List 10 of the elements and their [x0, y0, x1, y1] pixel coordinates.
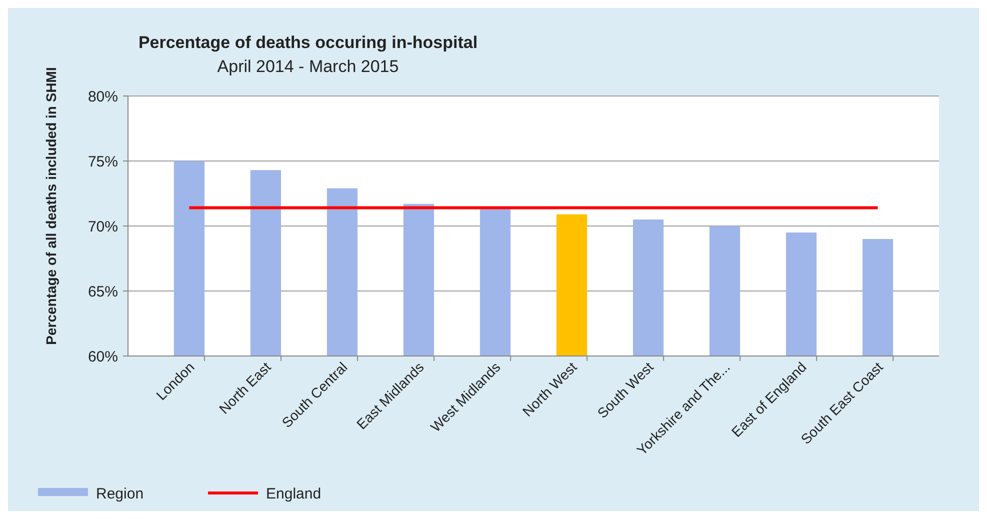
- y-tick-label: 60%: [88, 348, 118, 366]
- y-tick-label: 75%: [88, 153, 118, 170]
- chart-title: Percentage of deaths occuring in-hospital: [138, 33, 478, 52]
- y-tick-label: 65%: [88, 283, 118, 300]
- legend-label: Region: [96, 485, 144, 502]
- y-tick-label: 80%: [88, 88, 118, 106]
- legend-label: England: [266, 485, 322, 502]
- y-axis-title: Percentage of all deaths included in SHMI: [43, 67, 59, 345]
- y-tick-label: 70%: [88, 218, 118, 236]
- chart-subtitle: April 2014 - March 2015: [217, 57, 399, 76]
